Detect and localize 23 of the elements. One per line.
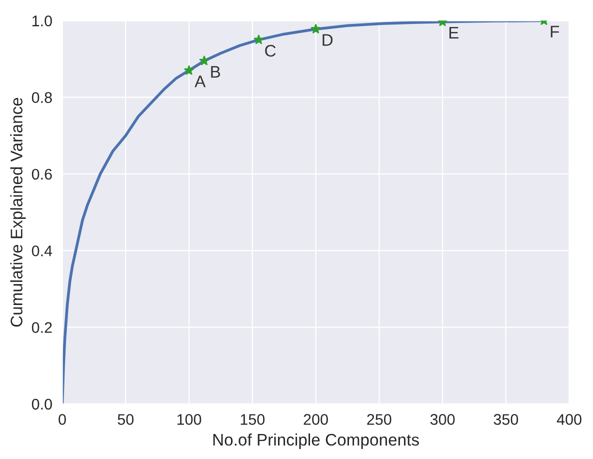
- x-tick-label: 400: [556, 414, 582, 425]
- y-tick-label: 0.6: [32, 168, 52, 180]
- annotation: C: [265, 44, 276, 57]
- x-tick-label: 200: [304, 414, 328, 425]
- x-tick-label: 350: [494, 414, 518, 425]
- x-tick-label: 0: [58, 414, 66, 425]
- y-axis-title: Cumulative Explained Variance: [10, 98, 26, 327]
- x-tick-label: 150: [240, 414, 265, 425]
- x-tick-label: 50: [118, 414, 134, 425]
- y-tick-label: 1.0: [32, 16, 52, 26]
- x-tick-label: 250: [367, 414, 392, 425]
- annotation: F: [550, 26, 559, 38]
- annotation: E: [449, 27, 458, 38]
- y-tick-label: 0.2: [32, 322, 52, 333]
- annotation: D: [322, 34, 333, 46]
- x-tick-label: 100: [177, 414, 202, 425]
- y-tick-label: 0.4: [32, 245, 52, 256]
- y-tick-label: 0.0: [32, 398, 52, 410]
- x-tick-label: 300: [430, 414, 455, 425]
- annotation: A: [194, 76, 206, 88]
- annotation: B: [211, 66, 220, 78]
- y-tick-label: 0.8: [32, 92, 52, 103]
- x-axis-title: No.of Principle Components: [213, 433, 419, 449]
